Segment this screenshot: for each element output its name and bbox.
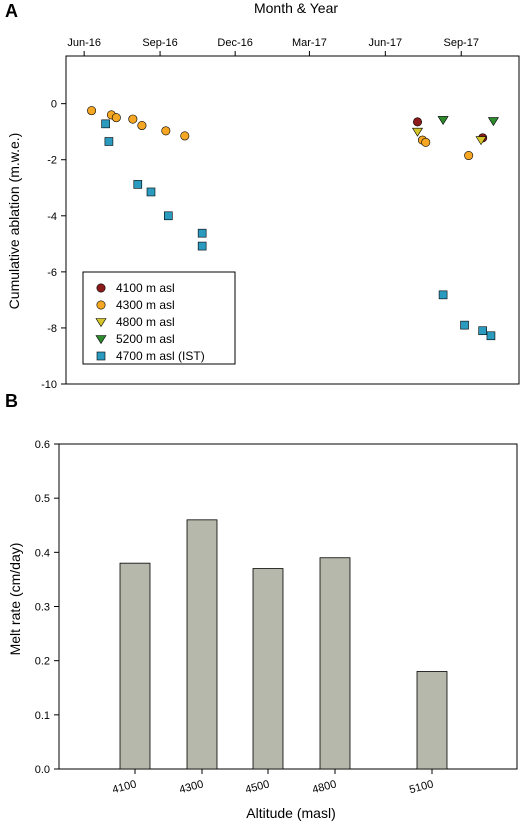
panel-a-y-axis-title: Cumulative ablation (m.w.e.)	[6, 133, 22, 310]
data-point	[87, 106, 97, 116]
legend-label: 4300 m asl	[116, 298, 175, 312]
panel-b-bars	[119, 519, 448, 770]
data-point	[437, 116, 449, 125]
data-point	[128, 114, 138, 124]
panel-a-x-axis-title: Month & Year	[254, 0, 338, 16]
legend-label: 5200 m asl	[116, 332, 175, 346]
x-tick-label: 4800	[311, 778, 338, 796]
data-point	[421, 137, 431, 147]
bar	[319, 557, 351, 770]
y-tick-label: -4	[47, 211, 57, 223]
panel-a-letter: A	[5, 1, 18, 21]
panel-b-y-ticks: 0.0 0.1 0.2 0.3 0.4 0.5 0.6	[35, 439, 59, 776]
data-point	[475, 136, 487, 146]
x-tick-label: 4100	[111, 778, 138, 796]
data-point	[411, 127, 424, 137]
data-point	[413, 117, 423, 127]
legend-marker	[96, 283, 106, 293]
y-tick-label: -8	[47, 323, 57, 335]
data-point	[137, 121, 147, 131]
legend-label: 4700 m asl (IST)	[116, 349, 205, 363]
data-point	[133, 180, 143, 189]
y-tick-label: -2	[47, 155, 57, 167]
y-tick-label: 0.6	[35, 439, 50, 451]
data-point	[161, 126, 171, 136]
data-point	[104, 137, 114, 146]
panel-b-x-ticks: 4100 4300 4500 4800 5100	[111, 769, 435, 796]
data-point	[164, 211, 173, 221]
x-tick-label: Sep-16	[142, 37, 177, 49]
panel-a-y-ticks: 0 -2 -4 -6 -8 -10	[41, 99, 66, 391]
data-point	[438, 290, 448, 300]
x-tick-label: Mar-17	[292, 37, 327, 49]
legend-label: 4100 m asl	[116, 281, 175, 295]
data-point	[146, 187, 156, 197]
panel-b-y-axis-title: Melt rate (cm/day)	[7, 543, 23, 656]
panel-a-plot-frame	[65, 55, 520, 385]
data-point	[101, 119, 110, 129]
y-tick-label: 0.0	[35, 764, 50, 776]
x-tick-label: Sep-17	[443, 37, 478, 49]
y-tick-label: 0.5	[35, 493, 50, 505]
x-tick-label: 5100	[408, 778, 435, 796]
legend-marker	[95, 318, 107, 328]
panel-a-legend: 4100 m asl 4300 m asl 4800 m asl 5200 m asl…	[82, 271, 236, 365]
panel-b: B Melt rate (cm/day) Altitude (masl) 0.0…	[5, 391, 518, 821]
legend-label: 4800 m asl	[116, 315, 175, 329]
data-point	[180, 131, 190, 141]
y-tick-label: 0.4	[35, 547, 50, 559]
x-tick-label: 4500	[244, 778, 271, 796]
panel-a-x-ticks: Jun-16 Sep-16 Dec-16 Mar-17 Jun-17 Sep-17	[67, 37, 479, 56]
bar	[119, 562, 151, 770]
y-tick-label: 0.2	[35, 656, 50, 668]
x-tick-label: Jun-16	[67, 37, 101, 49]
data-point	[478, 326, 487, 336]
y-tick-label: 0.1	[35, 710, 50, 722]
panel-b-letter: B	[5, 391, 18, 411]
data-point	[460, 320, 469, 330]
legend-marker	[95, 335, 107, 345]
legend-box	[82, 271, 236, 365]
panel-a: A Month & Year Cumulative ablation (m.w.…	[5, 0, 520, 391]
legend-marker	[96, 300, 106, 310]
panel-a-points	[87, 106, 499, 341]
data-point	[486, 331, 496, 341]
data-point	[197, 228, 207, 238]
panel-b-x-axis-title: Altitude (masl)	[246, 805, 335, 821]
data-point	[197, 241, 207, 251]
x-tick-label: Jun-17	[369, 37, 403, 49]
data-point	[111, 113, 121, 123]
y-tick-label: 0	[51, 99, 57, 111]
data-point	[464, 151, 474, 161]
x-tick-label: Dec-16	[217, 37, 252, 49]
data-point	[487, 117, 499, 127]
bar	[416, 671, 448, 770]
bar	[252, 568, 284, 770]
y-tick-label: 0.3	[35, 602, 50, 614]
bar	[186, 519, 218, 770]
x-tick-label: 4300	[178, 778, 205, 796]
legend-marker	[96, 351, 106, 361]
y-tick-label: -6	[47, 267, 57, 279]
y-tick-label: -10	[41, 379, 57, 391]
